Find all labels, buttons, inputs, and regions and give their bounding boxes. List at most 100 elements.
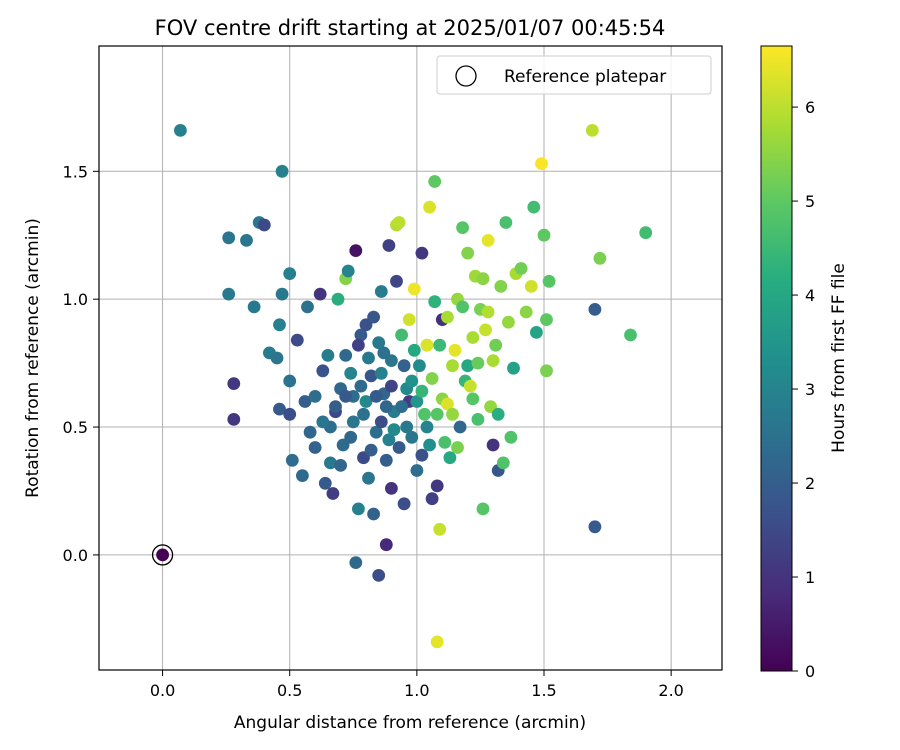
y-tick-label: 0.5 [63, 418, 88, 437]
colorbar-ticks: 0 1 2 3 4 5 6 [792, 98, 815, 681]
scatter-point [349, 244, 363, 257]
scatter-point [240, 234, 253, 247]
scatter-point [339, 349, 353, 362]
scatter-point [341, 264, 355, 278]
scatter-point [639, 226, 653, 240]
scatter-point [392, 216, 406, 229]
legend: Reference platepar [436, 55, 712, 95]
scatter-point [415, 246, 429, 260]
y-axis-label: Rotation from reference (arcmin) [23, 218, 43, 498]
scatter-point [313, 287, 327, 301]
scatter-point [420, 420, 434, 434]
scatter-point [379, 400, 393, 413]
scatter-point [321, 349, 335, 362]
colorbar: 0 1 2 3 4 5 6 Hours from first FF file [760, 45, 849, 681]
scatter-point [390, 274, 403, 288]
scatter-point [413, 359, 426, 373]
scatter-point [405, 430, 419, 444]
scatter-point [428, 295, 442, 309]
scatter-point [308, 441, 322, 454]
scatter-point [385, 482, 398, 495]
scatter-point [456, 221, 469, 235]
scatter-point [433, 522, 447, 536]
scatter-point [377, 346, 391, 360]
scatter-point [438, 436, 452, 449]
reference-platepar-marker [151, 544, 174, 566]
scatter-point [227, 377, 241, 390]
scatter-point [397, 497, 411, 511]
scatter-point [273, 318, 286, 332]
scatter-point [346, 415, 360, 429]
scatter-point [285, 453, 299, 467]
scatter-point [367, 310, 380, 324]
x-tick-label: 2.0 [658, 681, 683, 700]
scatter-point [222, 287, 236, 301]
scatter-point [542, 274, 556, 288]
scatter-point [537, 228, 551, 242]
scatter-point [425, 372, 439, 385]
scatter-point [303, 425, 317, 439]
scatter-point [430, 479, 444, 493]
scatter-point [466, 331, 480, 344]
scatter-point [359, 395, 373, 408]
scatter-point [588, 303, 602, 316]
scatter-point [364, 443, 378, 457]
scatter-point [362, 351, 375, 365]
scatter-point [395, 400, 408, 413]
colorbar-gradient [760, 45, 793, 672]
scatter-point [415, 448, 429, 462]
x-tick-label: 1.5 [531, 681, 556, 700]
scatter-point [466, 392, 480, 406]
scatter-point [372, 336, 386, 350]
scatter-point [540, 364, 553, 378]
scatter-point [593, 251, 607, 265]
scatter-point [514, 262, 528, 275]
scatter-point [247, 300, 261, 314]
y-tick-label: 0.0 [63, 546, 88, 565]
scatter-point [382, 433, 396, 447]
scatter-point [352, 502, 365, 516]
scatter-point [441, 397, 454, 411]
scatter-point [379, 538, 393, 552]
scatter-point [298, 395, 312, 408]
scatter-point [471, 356, 485, 370]
scatter-point [527, 200, 541, 214]
scatter-point [344, 366, 358, 380]
scatter-point [387, 423, 401, 436]
scatter-point [374, 366, 388, 380]
scatter-point [588, 520, 602, 534]
x-axis-ticks: 0.0 0.5 1.0 1.5 2.0 [150, 670, 684, 700]
scatter-point [425, 492, 439, 506]
scatter-point [585, 123, 599, 137]
scatter-point [507, 361, 520, 375]
scatter-point [443, 451, 457, 465]
scatter-point [339, 390, 353, 403]
scatter-point [324, 456, 337, 470]
scatter-point [362, 471, 375, 485]
scatter-point [336, 438, 350, 452]
scatter-point [329, 400, 342, 413]
scatter-point [400, 420, 414, 434]
scatter-point [275, 287, 289, 301]
plot-frame [98, 45, 723, 671]
scatter-point [486, 354, 500, 367]
grid-lines [99, 46, 722, 670]
x-tick-label: 0.0 [150, 681, 175, 700]
scatter-point [156, 548, 170, 562]
scatter-point [331, 292, 345, 306]
scatter-point [273, 402, 286, 416]
scatter-point [489, 338, 503, 352]
scatter-point [369, 425, 383, 439]
legend-open-circle-icon [455, 65, 477, 87]
scatter-point [499, 216, 513, 229]
colorbar-tick-label: 4 [805, 286, 815, 305]
scatter-point [392, 441, 406, 454]
scatter-point [519, 305, 533, 319]
scatter-point [385, 379, 398, 393]
scatter-point [530, 326, 543, 339]
scatter-point [270, 351, 284, 365]
scatter-point [354, 328, 368, 342]
scatter-point [524, 280, 538, 293]
scatter-point [453, 420, 467, 434]
